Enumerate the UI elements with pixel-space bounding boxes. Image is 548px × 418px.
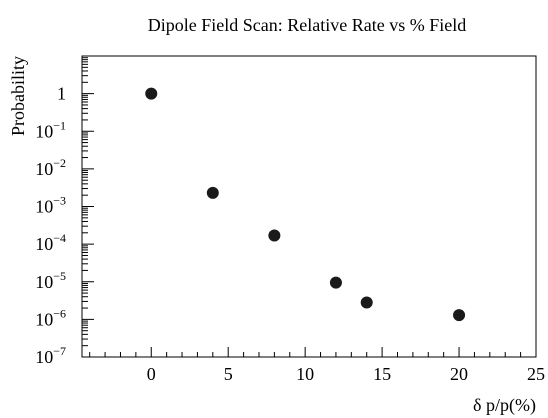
y-tick-label: 1 [57,84,66,104]
chart-title: Dipole Field Scan: Relative Rate vs % Fi… [148,15,466,35]
plot-frame [81,55,537,358]
data-point [360,296,373,309]
y-tick-label: 10−6 [35,306,66,329]
x-tick-label: 5 [224,364,233,384]
x-tick-label: 20 [450,364,468,384]
x-axis-label: δ p/p(%) [473,395,536,416]
data-point [329,276,342,289]
x-axis: 0 5 10 15 20 25 [89,347,545,384]
data-point [145,87,158,100]
x-tick-label: 0 [147,364,156,384]
y-tick-label: 10−7 [35,344,66,367]
x-tick-label: 15 [373,364,391,384]
x-tick-label: 25 [527,364,545,384]
data-point [206,186,219,199]
y-tick-label: 10−4 [35,231,66,254]
data-points [145,87,466,322]
y-tick-label: 10−1 [35,118,66,141]
y-tick-label: 10−3 [35,194,66,217]
data-point [268,229,281,242]
data-point [453,309,466,322]
y-tick-label: 10−5 [35,269,66,292]
y-axis: 1 10−1 10−2 10−3 10−4 10−5 10−6 10−7 [35,57,94,367]
y-axis-label: Probability [8,56,28,136]
y-tick-label: 10−2 [35,156,66,179]
x-tick-label: 10 [296,364,314,384]
